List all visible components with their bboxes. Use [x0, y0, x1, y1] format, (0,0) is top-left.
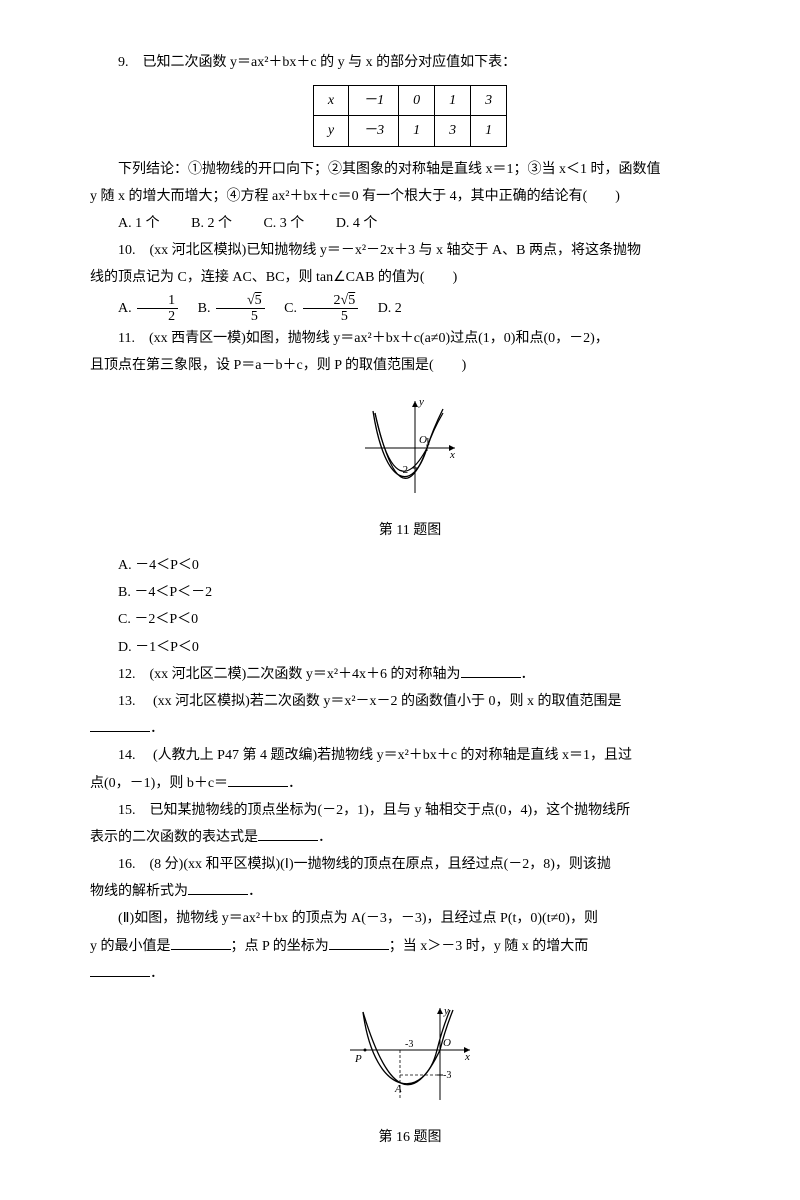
q11-caption: 第 11 题图	[90, 518, 730, 543]
svg-text:A: A	[394, 1083, 402, 1095]
opt-d: D. 4 个	[336, 216, 378, 231]
q16-p2b-end: ；当 x＞－3 时，y 随 x 的增大而	[389, 939, 589, 954]
opt-b-label: B.	[198, 301, 211, 316]
q16-p2b-mid: ；点 P 的坐标为	[231, 939, 329, 954]
table-row: x －1 0 1 3	[313, 86, 506, 116]
cell: 0	[399, 86, 435, 116]
q16-p2a: (Ⅱ)如图，抛物线 y＝ax²＋bx 的顶点为 A(－3，－3)，且经过点 P(…	[90, 906, 730, 931]
frac-1-2: 12	[137, 293, 178, 325]
q9-options: A. 1 个 B. 2 个 C. 3 个 D. 4 个	[90, 211, 730, 236]
q16-caption: 第 16 题图	[90, 1125, 730, 1150]
svg-text:-3: -3	[405, 1039, 413, 1050]
q9-table-wrap: x －1 0 1 3 y －3 1 3 1	[90, 85, 730, 146]
opt-a-label: A.	[118, 301, 132, 316]
opt-c: C. 3 个	[263, 216, 304, 231]
opt-a: A. 1 个	[118, 216, 160, 231]
period: ．	[318, 830, 332, 845]
cell: 3	[471, 86, 507, 116]
q11-figure: O 1 x y -2	[90, 393, 730, 512]
q11-opt-d: D. －1＜P＜0	[90, 635, 730, 660]
opt-b: B. √55	[198, 301, 267, 316]
period: ．	[288, 776, 302, 791]
q14-l1: 14. (人教九上 P47 第 4 题改编)若抛物线 y＝x²＋bx＋c 的对称…	[90, 743, 730, 768]
opt-d: D. 2	[378, 301, 402, 316]
blank	[258, 827, 318, 841]
svg-text:P: P	[354, 1053, 362, 1065]
q12: 12. (xx 河北区二模)二次函数 y＝x²＋4x＋6 的对称轴为 ．	[90, 662, 730, 687]
svg-text:y: y	[418, 396, 424, 408]
svg-text:-2: -2	[399, 464, 408, 476]
q10-options: A. 12 B. √55 C. 2√55 D. 2	[90, 293, 730, 325]
q14-l2-text: 点(0，－1)，则 b＋c＝	[90, 776, 228, 791]
opt-a: A. 12	[118, 301, 180, 316]
q16-figure: O x y -3 -3 A P	[90, 1000, 730, 1119]
svg-text:-3: -3	[443, 1070, 451, 1081]
q11-opt-b: B. －4＜P＜－2	[90, 580, 730, 605]
svg-text:1: 1	[425, 436, 431, 448]
blank	[188, 881, 248, 895]
q14-l2: 点(0，－1)，则 b＋c＝ ．	[90, 771, 730, 796]
blank	[90, 718, 150, 732]
frac-sqrt5-5: √55	[216, 293, 265, 325]
svg-text:x: x	[464, 1051, 470, 1063]
q16-l2-text: 物线的解析式为	[90, 884, 188, 899]
q16-p2b-pre: y 的最小值是	[90, 939, 171, 954]
q16-p2b: y 的最小值是 ；点 P 的坐标为 ；当 x＞－3 时，y 随 x 的增大而	[90, 934, 730, 959]
frac-2sqrt5-5: 2√55	[303, 293, 359, 325]
blank	[171, 936, 231, 950]
blank	[228, 773, 288, 787]
q9-conclusion-2: y 随 x 的增大而增大；④方程 ax²＋bx＋c＝0 有一个根大于 4，其中正…	[90, 184, 730, 209]
svg-text:x: x	[449, 449, 455, 461]
q10-stem-2: 线的顶点记为 C，连接 AC、BC，则 tan∠CAB 的值为( )	[90, 265, 730, 290]
q9-conclusion-1: 下列结论：①抛物线的开口向下；②其图象的对称轴是直线 x＝1；③当 x＜1 时，…	[90, 157, 730, 182]
blank	[461, 664, 521, 678]
opt-c: C. 2√55	[284, 301, 360, 316]
period: ．	[248, 884, 262, 899]
q12-text: 12. (xx 河北区二模)二次函数 y＝x²＋4x＋6 的对称轴为	[118, 667, 461, 682]
q16-p2c: ．	[90, 961, 730, 986]
cell: 1	[471, 116, 507, 146]
q15-l2: 表示的二次函数的表达式是 ．	[90, 825, 730, 850]
blank	[329, 936, 389, 950]
q16-l1: 16. (8 分)(xx 和平区模拟)(Ⅰ)一抛物线的顶点在原点，且经过点(－2…	[90, 852, 730, 877]
opt-b: B. 2 个	[191, 216, 232, 231]
q16-parabola-svg: O x y -3 -3 A P	[345, 1000, 475, 1110]
q9-table: x －1 0 1 3 y －3 1 3 1	[313, 85, 507, 146]
period: ．	[521, 667, 535, 682]
q11-stem-2: 且顶点在第三象限，设 P＝a－b＋c，则 P 的取值范围是( )	[90, 353, 730, 378]
svg-text:y: y	[443, 1005, 449, 1017]
q15-l2-text: 表示的二次函数的表达式是	[90, 830, 258, 845]
cell: x	[313, 86, 348, 116]
cell: －3	[349, 116, 399, 146]
opt-c-label: C.	[284, 301, 297, 316]
svg-text:O: O	[443, 1037, 451, 1049]
cell: －1	[349, 86, 399, 116]
cell: 1	[435, 86, 471, 116]
blank	[90, 963, 150, 977]
period: ．	[150, 721, 164, 736]
q16-l2: 物线的解析式为 ．	[90, 879, 730, 904]
table-row: y －3 1 3 1	[313, 116, 506, 146]
cell: 1	[399, 116, 435, 146]
q11-stem-1: 11. (xx 西青区一模)如图，抛物线 y＝ax²＋bx＋c(a≠0)过点(1…	[90, 326, 730, 351]
q10-stem-1: 10. (xx 河北区模拟)已知抛物线 y＝－x²－2x＋3 与 x 轴交于 A…	[90, 238, 730, 263]
q11-opt-c: C. －2＜P＜0	[90, 607, 730, 632]
q13-l2: ．	[90, 716, 730, 741]
period: ．	[150, 966, 164, 981]
q11-parabola-svg: O 1 x y -2	[355, 393, 465, 503]
q15-l1: 15. 已知某抛物线的顶点坐标为(－2，1)，且与 y 轴相交于点(0，4)，这…	[90, 798, 730, 823]
cell: 3	[435, 116, 471, 146]
q13-l1: 13. (xx 河北区模拟)若二次函数 y＝x²－x－2 的函数值小于 0，则 …	[90, 689, 730, 714]
q11-opt-a: A. －4＜P＜0	[90, 553, 730, 578]
cell: y	[313, 116, 348, 146]
q9-stem: 9. 已知二次函数 y＝ax²＋bx＋c 的 y 与 x 的部分对应值如下表：	[90, 50, 730, 75]
